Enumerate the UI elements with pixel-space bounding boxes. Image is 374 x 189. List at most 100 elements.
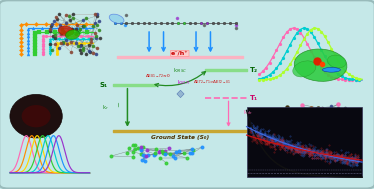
Point (297, 151, 303, 154)
Point (138, 148, 144, 151)
Point (342, 159, 348, 162)
Point (278, 143, 284, 146)
Point (349, 157, 355, 160)
Point (253, 127, 259, 130)
Point (269, 144, 275, 147)
Point (346, 159, 352, 162)
Point (342, 107, 348, 110)
Point (295, 149, 301, 152)
Point (354, 161, 360, 164)
Point (327, 155, 332, 158)
Point (258, 136, 264, 139)
Point (64, 33, 70, 36)
Point (296, 117, 302, 120)
Point (255, 135, 261, 138)
Point (281, 142, 287, 145)
Point (349, 159, 355, 162)
Point (312, 116, 318, 119)
Point (301, 152, 307, 155)
Point (306, 143, 312, 146)
Point (328, 156, 334, 160)
Point (49, 48, 55, 51)
Point (199, 146, 205, 149)
Point (261, 136, 267, 139)
Point (184, 156, 190, 160)
Point (298, 151, 304, 154)
Point (293, 151, 299, 154)
Point (335, 157, 341, 160)
Point (282, 143, 288, 146)
Point (303, 146, 309, 149)
Point (83, 52, 89, 55)
Point (292, 147, 298, 150)
Point (304, 130, 310, 133)
Point (269, 139, 275, 142)
Point (289, 144, 295, 147)
Point (276, 141, 282, 144)
Point (174, 151, 180, 154)
Point (266, 141, 272, 144)
Point (316, 117, 322, 120)
Point (287, 115, 293, 118)
Point (299, 144, 305, 147)
Point (328, 151, 334, 154)
Point (264, 140, 270, 143)
Point (68, 50, 74, 53)
Point (256, 134, 262, 137)
Point (269, 137, 275, 140)
Point (308, 152, 314, 155)
Point (78, 52, 84, 55)
Point (47, 30, 53, 33)
Text: ~: ~ (117, 101, 123, 107)
Point (351, 157, 357, 160)
Point (269, 136, 275, 139)
Point (287, 141, 293, 144)
Point (305, 149, 311, 152)
Point (318, 150, 324, 153)
Point (302, 148, 308, 151)
Point (264, 139, 270, 143)
Point (309, 149, 315, 152)
Point (325, 151, 331, 154)
Point (258, 133, 264, 136)
Point (349, 155, 355, 158)
Point (86, 50, 92, 53)
Point (326, 143, 332, 146)
Point (315, 152, 321, 155)
Point (349, 156, 355, 159)
Point (125, 151, 131, 154)
Point (323, 153, 329, 156)
Point (289, 144, 295, 147)
Point (354, 163, 360, 166)
Point (258, 139, 264, 142)
Point (335, 156, 341, 159)
Point (344, 163, 350, 166)
Point (343, 150, 349, 153)
Point (348, 157, 354, 160)
Point (189, 152, 195, 155)
Point (341, 153, 347, 156)
Point (328, 154, 334, 157)
Point (62, 38, 68, 41)
Point (265, 130, 271, 133)
Point (328, 155, 334, 158)
Point (294, 148, 300, 151)
Point (338, 158, 344, 161)
Point (284, 144, 290, 147)
Point (250, 127, 256, 130)
Point (341, 114, 347, 117)
Point (307, 151, 313, 154)
Point (285, 140, 291, 143)
Point (345, 156, 351, 159)
Point (318, 151, 324, 154)
Point (349, 157, 355, 160)
Point (349, 157, 355, 160)
Point (350, 159, 356, 162)
Point (320, 152, 326, 155)
Point (324, 152, 330, 155)
Point (297, 144, 303, 147)
Point (254, 141, 260, 144)
Point (297, 151, 303, 154)
Point (323, 152, 329, 155)
Point (256, 133, 262, 136)
